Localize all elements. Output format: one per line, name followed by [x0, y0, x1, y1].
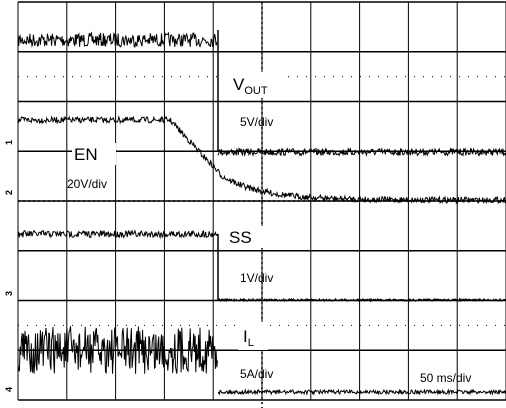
trace [17, 115, 506, 205]
vout-scale: 5V/div [240, 115, 273, 129]
trace [17, 326, 218, 374]
channel-marker: 1 [4, 140, 14, 145]
trace [217, 388, 506, 396]
trace [217, 147, 506, 158]
il-label: IL [243, 327, 254, 349]
label-bg [226, 226, 266, 248]
vout-label: VOUT [233, 75, 268, 97]
channel-marker: 4 [4, 387, 14, 392]
en-label: EN [74, 145, 98, 164]
trace [17, 229, 218, 240]
traces [17, 30, 506, 396]
trace [17, 31, 218, 48]
il-scale: 5A/div [240, 367, 273, 381]
ss-label: SS [229, 228, 252, 247]
ss-scale: 1V/div [240, 271, 273, 285]
label-bg [238, 322, 268, 350]
channel-marker: 2 [4, 190, 14, 195]
timebase: 50 ms/div [420, 371, 471, 385]
label-bg [220, 72, 284, 98]
trace [217, 297, 506, 303]
channel-marker: 3 [4, 291, 14, 296]
label-bg [72, 143, 116, 165]
en-scale: 20V/div [67, 177, 107, 191]
